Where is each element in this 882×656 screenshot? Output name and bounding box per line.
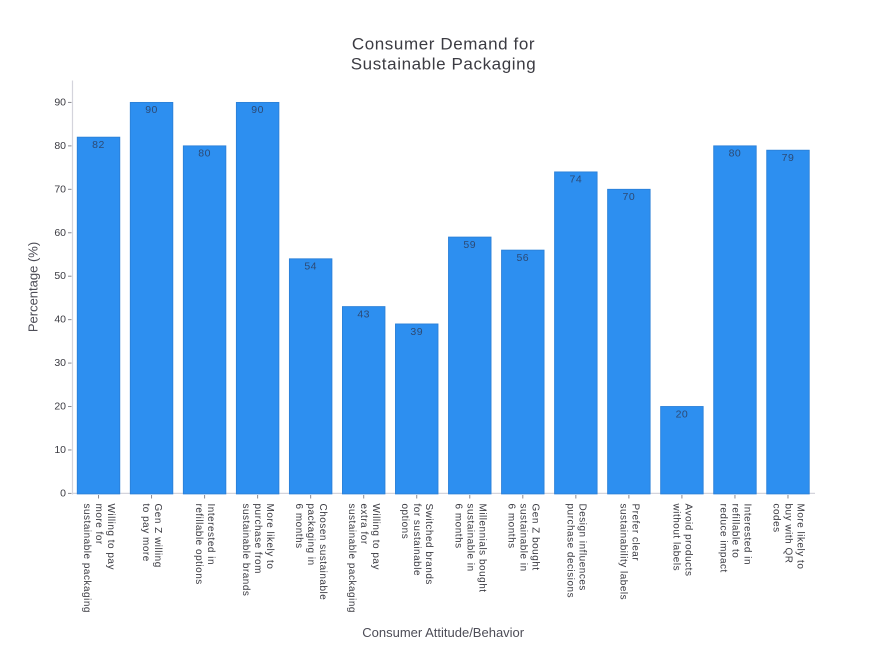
svg-text:20: 20: [54, 401, 66, 413]
svg-text:60: 60: [54, 227, 66, 239]
svg-text:sustainable brands: sustainable brands: [240, 504, 251, 597]
svg-text:More likely to: More likely to: [264, 504, 275, 570]
svg-text:Gen Z willing: Gen Z willing: [152, 504, 163, 568]
svg-text:options: options: [399, 504, 410, 540]
svg-text:packaging in: packaging in: [305, 504, 316, 566]
svg-text:sustainable in: sustainable in: [464, 504, 475, 572]
svg-text:buy with QR: buy with QR: [782, 504, 793, 564]
svg-text:Interested in: Interested in: [205, 504, 216, 566]
svg-text:80: 80: [729, 148, 742, 160]
svg-text:90: 90: [145, 104, 158, 116]
svg-text:70: 70: [54, 183, 66, 195]
svg-text:Chosen sustainable: Chosen sustainable: [317, 504, 328, 601]
svg-text:50: 50: [54, 270, 66, 282]
svg-text:for sustainable: for sustainable: [411, 504, 422, 577]
svg-text:Consumer Attitude/Behavior: Consumer Attitude/Behavior: [362, 625, 525, 640]
svg-text:43: 43: [357, 308, 370, 320]
svg-text:Prefer clear: Prefer clear: [629, 504, 640, 562]
svg-text:20: 20: [676, 408, 689, 420]
svg-text:82: 82: [92, 139, 105, 151]
svg-text:purchase decisions: purchase decisions: [564, 504, 575, 599]
svg-text:Gen Z bought: Gen Z bought: [529, 504, 540, 571]
svg-text:Avoid products: Avoid products: [682, 504, 693, 577]
svg-text:90: 90: [251, 104, 264, 116]
svg-text:39: 39: [410, 326, 423, 338]
svg-text:without labels: without labels: [670, 503, 681, 572]
svg-text:Sustainable Packaging: Sustainable Packaging: [351, 55, 537, 74]
svg-text:6 months: 6 months: [452, 504, 463, 549]
svg-text:Consumer Demand for: Consumer Demand for: [352, 34, 535, 53]
svg-text:6 months: 6 months: [293, 504, 304, 549]
svg-text:59: 59: [463, 239, 476, 251]
svg-text:90: 90: [54, 96, 66, 108]
svg-text:30: 30: [54, 357, 66, 369]
svg-text:Willing to pay: Willing to pay: [105, 504, 116, 570]
svg-text:56: 56: [516, 252, 529, 264]
svg-text:54: 54: [304, 261, 317, 273]
svg-text:codes: codes: [770, 504, 781, 533]
svg-text:more for: more for: [93, 504, 104, 545]
svg-text:sustainable in: sustainable in: [517, 504, 528, 572]
svg-text:0: 0: [60, 487, 66, 499]
svg-text:79: 79: [782, 152, 795, 164]
svg-text:sustainability labels: sustainability labels: [617, 504, 628, 601]
svg-text:sustainable packaging: sustainable packaging: [346, 504, 357, 613]
svg-text:to pay more: to pay more: [140, 504, 151, 562]
svg-text:extra for: extra for: [358, 504, 369, 545]
svg-text:Design influences: Design influences: [576, 504, 587, 591]
svg-text:purchase from: purchase from: [252, 504, 263, 574]
svg-text:Interested in: Interested in: [741, 504, 752, 566]
svg-text:40: 40: [54, 314, 66, 326]
svg-text:80: 80: [198, 148, 211, 160]
svg-text:Switched brands: Switched brands: [423, 504, 434, 585]
svg-text:refillable options: refillable options: [193, 504, 204, 585]
svg-text:sustainable packaging: sustainable packaging: [81, 504, 92, 613]
svg-text:70: 70: [623, 191, 636, 203]
svg-text:10: 10: [54, 444, 66, 456]
svg-text:reduce impact: reduce impact: [717, 504, 728, 573]
svg-text:80: 80: [54, 140, 66, 152]
svg-text:refillable to: refillable to: [729, 504, 740, 559]
svg-text:6 months: 6 months: [505, 504, 516, 549]
svg-text:More likely to: More likely to: [794, 504, 805, 570]
svg-text:Percentage (%): Percentage (%): [26, 242, 41, 332]
svg-text:Millennials bought: Millennials bought: [476, 504, 487, 593]
svg-text:Willing to pay: Willing to pay: [370, 504, 381, 570]
svg-text:74: 74: [569, 174, 582, 186]
